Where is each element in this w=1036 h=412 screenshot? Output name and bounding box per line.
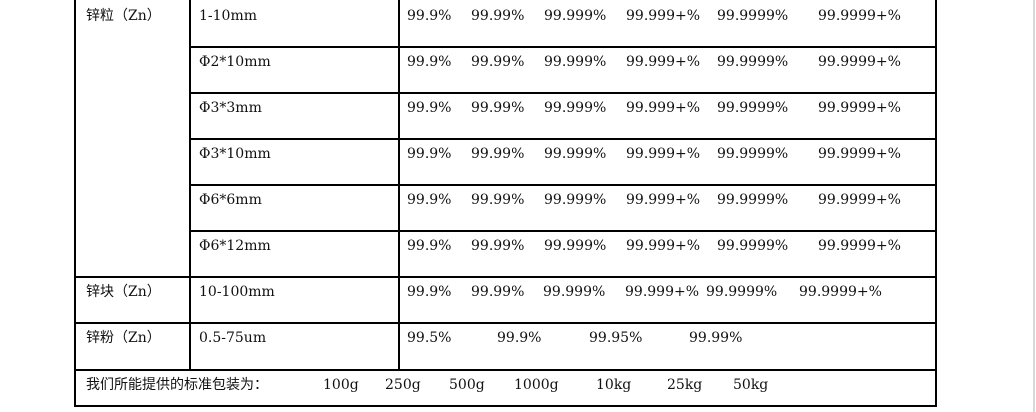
- size-spec: Φ3*3mm: [199, 100, 262, 116]
- page-edge: [1033, 0, 1035, 412]
- size-spec: 1-10mm: [199, 8, 258, 24]
- row-divider: [74, 369, 937, 371]
- purity-value: 99.9%: [407, 238, 452, 254]
- purity-value: 99.999+%: [626, 192, 701, 208]
- packaging-size: 500g: [449, 377, 485, 393]
- row-divider: [74, 276, 937, 278]
- purity-value: 99.999+%: [626, 54, 701, 70]
- size-spec: Φ3*10mm: [199, 146, 271, 162]
- purity-value: 99.9999%: [706, 284, 778, 300]
- purity-value: 99.9999+%: [818, 8, 901, 24]
- purity-value: 99.9999+%: [818, 100, 901, 116]
- purity-value: 99.999+%: [626, 100, 701, 116]
- row-divider: [189, 46, 937, 48]
- row-divider: [189, 92, 937, 94]
- purity-value: 99.99%: [471, 284, 525, 300]
- purity-value: 99.9999%: [717, 146, 789, 162]
- purity-value: 99.999+%: [626, 146, 701, 162]
- column-divider: [189, 0, 191, 371]
- row-divider: [189, 138, 937, 140]
- purity-value: 99.9999%: [717, 238, 789, 254]
- purity-value: 99.9999+%: [818, 238, 901, 254]
- purity-value: 99.9%: [407, 284, 452, 300]
- purity-value: 99.9%: [497, 330, 542, 346]
- purity-value: 99.9999%: [717, 8, 789, 24]
- purity-value: 99.9%: [407, 8, 452, 24]
- purity-value: 99.9999%: [717, 192, 789, 208]
- table-border-left: [74, 0, 76, 407]
- packaging-size: 50kg: [733, 377, 769, 393]
- row-divider: [189, 184, 937, 186]
- purity-value: 99.99%: [471, 8, 525, 24]
- purity-value: 99.999%: [544, 192, 607, 208]
- product-name: 锌块（Zn）: [86, 284, 161, 300]
- purity-value: 99.999%: [544, 238, 607, 254]
- purity-value: 99.9999+%: [799, 284, 882, 300]
- purity-value: 99.999+%: [626, 8, 701, 24]
- purity-value: 99.5%: [407, 330, 452, 346]
- purity-value: 99.999+%: [625, 284, 700, 300]
- row-divider: [74, 405, 937, 407]
- column-divider: [398, 0, 400, 371]
- purity-value: 99.999%: [544, 54, 607, 70]
- purity-value: 99.9%: [407, 192, 452, 208]
- size-spec: Φ2*10mm: [199, 54, 271, 70]
- purity-value: 99.999%: [544, 146, 607, 162]
- purity-value: 99.999%: [543, 284, 606, 300]
- packaging-label: 我们所能提供的标准包装为：: [86, 377, 268, 393]
- purity-value: 99.9999%: [717, 54, 789, 70]
- purity-value: 99.95%: [589, 330, 643, 346]
- purity-value: 99.99%: [471, 146, 525, 162]
- purity-value: 99.9999+%: [818, 54, 901, 70]
- purity-value: 99.9999+%: [818, 192, 901, 208]
- size-spec: Φ6*12mm: [199, 238, 271, 254]
- table-border-right: [935, 0, 937, 407]
- purity-value: 99.99%: [471, 100, 525, 116]
- packaging-size: 25kg: [667, 377, 703, 393]
- row-divider: [74, 322, 937, 324]
- purity-value: 99.9%: [407, 146, 452, 162]
- purity-value: 99.99%: [471, 238, 525, 254]
- purity-value: 99.999+%: [626, 238, 701, 254]
- row-divider: [189, 230, 937, 232]
- product-name: 锌粉（Zn）: [86, 330, 161, 346]
- size-spec: Φ6*6mm: [199, 192, 262, 208]
- packaging-size: 100g: [323, 377, 359, 393]
- purity-value: 99.9999%: [717, 100, 789, 116]
- purity-value: 99.9999+%: [818, 146, 901, 162]
- purity-value: 99.999%: [544, 8, 607, 24]
- purity-value: 99.99%: [471, 54, 525, 70]
- purity-value: 99.99%: [471, 192, 525, 208]
- packaging-size: 250g: [385, 377, 421, 393]
- product-name: 锌粒（Zn）: [86, 8, 161, 24]
- purity-value: 99.9%: [407, 100, 452, 116]
- purity-value: 99.9%: [407, 54, 452, 70]
- purity-value: 99.999%: [544, 100, 607, 116]
- purity-value: 99.99%: [689, 330, 743, 346]
- size-spec: 10-100mm: [199, 284, 275, 300]
- size-spec: 0.5-75um: [199, 330, 267, 346]
- packaging-size: 1000g: [514, 377, 559, 393]
- packaging-size: 10kg: [596, 377, 632, 393]
